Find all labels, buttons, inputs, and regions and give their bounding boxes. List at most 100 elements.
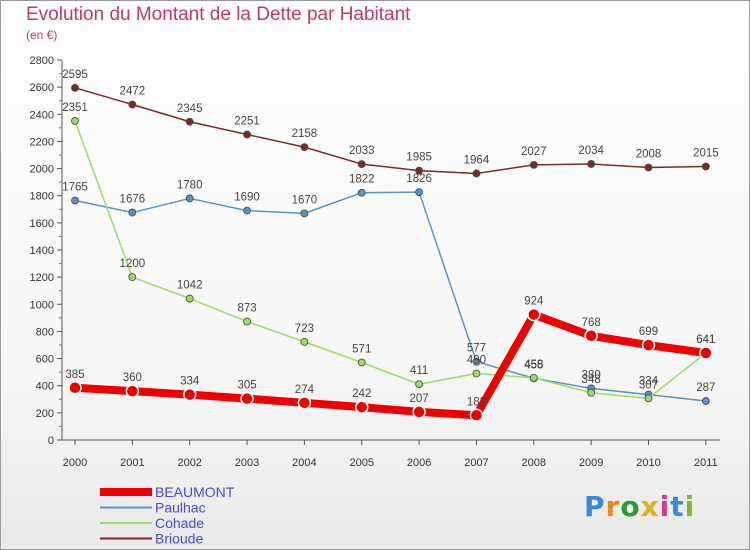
- data-point: [587, 388, 596, 397]
- legend-label-paulhac: Paulhac: [155, 500, 206, 516]
- data-point: [415, 188, 424, 197]
- data-point: [71, 117, 79, 125]
- data-point: [587, 160, 596, 168]
- data-label: 242: [352, 388, 371, 400]
- data-point: [240, 391, 254, 406]
- data-label: 182: [467, 396, 486, 408]
- data-label: 274: [295, 384, 315, 396]
- data-label: 577: [467, 343, 486, 355]
- data-point: [415, 166, 424, 175]
- data-label: 2015: [693, 148, 719, 160]
- data-point: [182, 387, 197, 402]
- data-point: [68, 381, 82, 395]
- data-point: [412, 405, 426, 419]
- series-line-beaumont: [71, 310, 710, 420]
- data-label: 455: [524, 359, 543, 371]
- data-label: 1676: [120, 194, 146, 206]
- x-tick-label: 2005: [350, 457, 374, 469]
- data-point: [300, 337, 309, 346]
- data-point: [185, 194, 194, 203]
- data-point: [243, 130, 251, 139]
- data-label: 2033: [349, 145, 375, 157]
- x-tick-label: 2004: [292, 457, 316, 469]
- logo-letter: P: [584, 490, 606, 523]
- data-label: 1826: [406, 173, 432, 185]
- y-tick-label: 1000: [30, 299, 54, 311]
- data-point: [185, 294, 194, 303]
- series-line-cohade: [74, 120, 707, 400]
- logo-letter: i: [684, 490, 696, 523]
- y-tick-label: 0: [48, 435, 54, 447]
- y-tick-label: 1400: [30, 245, 54, 257]
- y-tick-label: 2800: [30, 55, 54, 67]
- y-tick-label: 1600: [30, 218, 54, 230]
- data-point: [644, 163, 653, 172]
- data-label: 2027: [521, 146, 547, 158]
- y-tick-label: 200: [36, 408, 54, 420]
- legend-label-cohade: Cohade: [155, 515, 204, 531]
- data-point: [71, 196, 79, 205]
- data-label: 768: [582, 317, 601, 329]
- data-point: [584, 329, 598, 343]
- data-label: 334: [180, 376, 200, 388]
- data-label: 334: [639, 376, 659, 388]
- y-tick-label: 1200: [30, 272, 54, 284]
- data-point: [701, 397, 710, 405]
- data-label: 305: [237, 380, 256, 392]
- y-tick-label: 400: [36, 381, 54, 393]
- x-tick-label: 2010: [636, 457, 660, 469]
- data-label: 2345: [177, 103, 203, 115]
- legend-label-beaumont: BEAUMONT: [155, 484, 235, 500]
- data-point: [472, 357, 481, 366]
- x-tick-label: 2001: [120, 457, 144, 469]
- logo-letter: r: [605, 490, 621, 523]
- data-point: [297, 396, 312, 410]
- data-point: [357, 358, 366, 367]
- logo-letter: t: [670, 490, 685, 523]
- data-point: [243, 206, 251, 215]
- x-tick-label: 2003: [235, 457, 259, 469]
- data-point: [472, 169, 481, 178]
- y-tick-label: 800: [36, 326, 54, 338]
- data-point: [357, 188, 366, 197]
- x-tick-label: 2008: [522, 457, 546, 469]
- data-label: 287: [696, 382, 715, 394]
- data-label: 641: [696, 334, 715, 346]
- data-point: [355, 400, 369, 414]
- x-tick-label: 2000: [63, 457, 87, 469]
- data-label: 723: [295, 323, 314, 335]
- data-point: [300, 143, 309, 152]
- data-label: 2351: [62, 102, 88, 114]
- data-point: [125, 384, 140, 398]
- data-label: 2158: [292, 128, 318, 140]
- x-tick-label: 2006: [407, 457, 431, 469]
- data-label: 1822: [349, 174, 375, 186]
- chart-subtitle: (en €): [26, 28, 58, 42]
- data-point: [527, 307, 541, 322]
- data-label: 1780: [177, 179, 203, 191]
- data-point: [529, 161, 538, 169]
- data-label: 1985: [406, 152, 432, 164]
- y-tick-label: 600: [36, 354, 54, 366]
- data-label: 2595: [62, 69, 88, 81]
- data-label: 641: [696, 334, 715, 346]
- data-label: 307: [639, 379, 658, 391]
- data-point: [644, 394, 653, 403]
- data-label: 924: [524, 296, 544, 308]
- data-label: 699: [639, 326, 658, 338]
- data-point: [472, 369, 481, 378]
- data-point: [128, 208, 137, 217]
- data-point: [469, 408, 484, 423]
- y-tick-label: 2400: [30, 109, 54, 121]
- series-line-paulhac: [74, 191, 707, 402]
- data-label: 1200: [120, 258, 146, 270]
- x-tick-label: 2011: [694, 457, 718, 469]
- y-tick-label: 2600: [30, 82, 54, 94]
- proxiti-logo: Proxiti: [584, 490, 695, 523]
- data-label: 380: [582, 369, 601, 381]
- data-label: 385: [65, 369, 84, 381]
- data-point: [357, 160, 366, 168]
- data-label: 360: [123, 372, 142, 384]
- x-tick-label: 2007: [464, 457, 488, 469]
